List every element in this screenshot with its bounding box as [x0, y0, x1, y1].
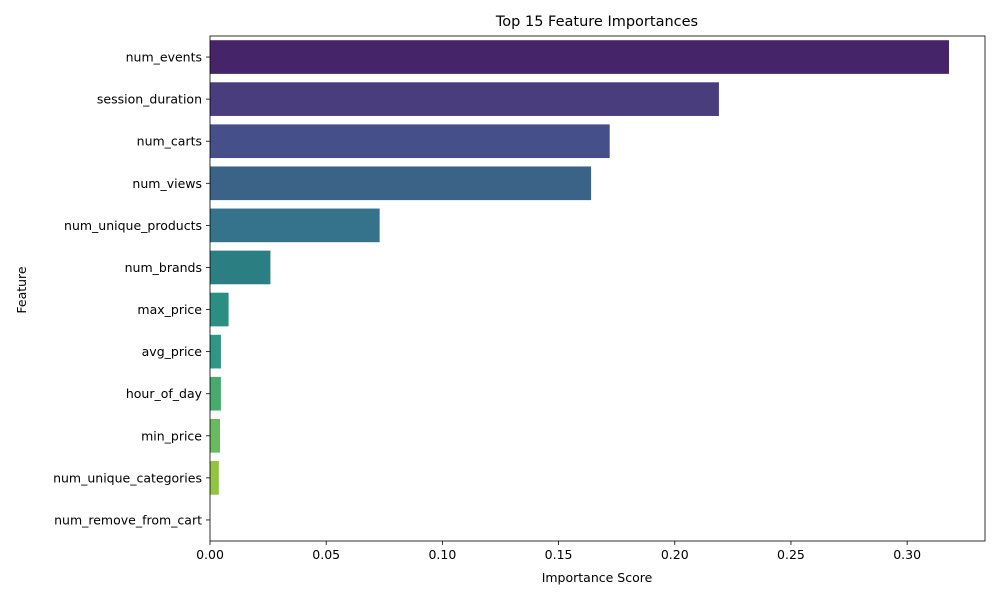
bar-num-unique-products	[210, 208, 380, 243]
y-tick-label: avg_price	[142, 344, 203, 359]
y-axis-label: Feature	[14, 266, 29, 314]
x-tick-label: 0.05	[312, 547, 340, 562]
y-ticks-group: num_events session_duration num_carts num_v…	[53, 50, 210, 527]
x-tick-label: 0.15	[545, 547, 573, 562]
axes-spines	[209, 35, 986, 542]
bar-avg-price	[210, 334, 221, 369]
x-ticks-group: 0.00 0.05 0.10 0.15 0.20 0.25 0.30	[196, 541, 921, 562]
plot-frame	[209, 35, 986, 542]
bar-max-price	[210, 292, 229, 327]
x-axis-label: Importance Score	[542, 570, 653, 585]
bar-hour-of-day	[210, 376, 221, 411]
y-tick-label: num_carts	[137, 134, 202, 149]
x-tick-label: 0.00	[196, 547, 224, 562]
y-tick-label: min_price	[141, 428, 202, 443]
chart-title: Top 15 Feature Importances	[495, 14, 698, 30]
x-tick-label: 0.25	[777, 547, 805, 562]
y-tick-label: num_unique_products	[64, 218, 202, 233]
y-tick-label: max_price	[137, 302, 202, 317]
bar-num-views	[210, 166, 592, 201]
bar-session-duration	[210, 82, 719, 116]
bar-num-unique-categories	[210, 461, 219, 495]
y-tick-label: num_remove_from_cart	[54, 512, 202, 527]
bar-num-events	[210, 40, 949, 74]
y-tick-label: num_unique_categories	[53, 470, 202, 485]
y-tick-label: num_brands	[125, 260, 202, 275]
bar-min-price	[210, 418, 220, 453]
y-tick-label: num_events	[126, 50, 202, 65]
bar-num-carts	[210, 124, 610, 159]
x-tick-label: 0.30	[893, 547, 921, 562]
bars-group	[210, 40, 949, 495]
x-tick-label: 0.10	[428, 547, 456, 562]
y-tick-label: session_duration	[97, 92, 202, 107]
y-tick-label: num_views	[132, 176, 202, 191]
y-tick-label: hour_of_day	[126, 386, 203, 401]
x-tick-label: 0.20	[661, 547, 689, 562]
bar-num-brands	[210, 250, 271, 285]
